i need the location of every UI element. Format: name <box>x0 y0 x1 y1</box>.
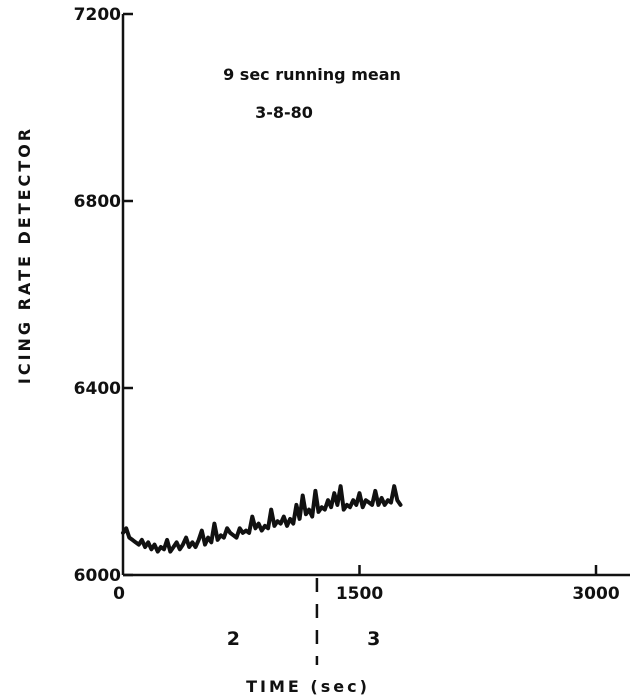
region-label: 3 <box>367 628 380 650</box>
series-line <box>121 484 403 554</box>
annotation-date: 3-8-80 <box>255 103 313 122</box>
x-tick-label: 0 <box>113 584 125 604</box>
chart-axes <box>121 14 630 577</box>
y-tick-label: 6000 <box>74 566 121 586</box>
chart-ticks: 6000 6400 6800 7200 0 1500 3000 <box>74 5 620 604</box>
x-axis-title: TIME (sec) <box>246 677 370 696</box>
region-label: 2 <box>227 628 240 650</box>
y-tick-label: 6800 <box>74 192 121 212</box>
y-tick-label: 7200 <box>74 5 121 25</box>
annotation-running-mean: 9 sec running mean <box>223 65 401 84</box>
x-tick-label: 1500 <box>336 584 383 604</box>
y-tick-label: 6400 <box>74 379 121 399</box>
series-group <box>121 484 403 554</box>
x-tick-label: 3000 <box>572 584 619 604</box>
y-axis-title: ICING RATE DETECTOR <box>15 126 34 384</box>
